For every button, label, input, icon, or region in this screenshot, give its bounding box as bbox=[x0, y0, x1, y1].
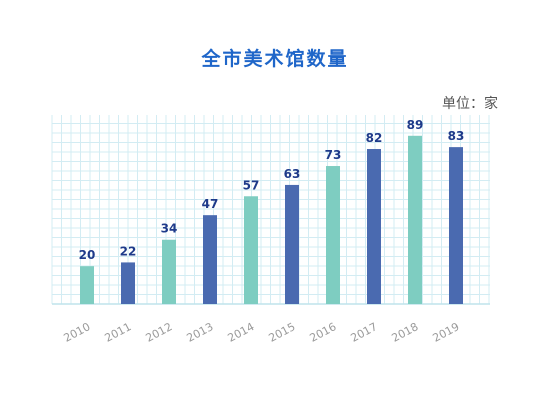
x-tick-label-2016: 2016 bbox=[308, 320, 339, 345]
value-label-2016: 73 bbox=[325, 148, 342, 162]
value-label-2018: 89 bbox=[407, 118, 424, 132]
x-tick-label-2013: 2013 bbox=[185, 320, 216, 345]
x-tick-label-2010: 2010 bbox=[62, 320, 93, 345]
bar-2017 bbox=[367, 149, 381, 304]
x-tick-label-2015: 2015 bbox=[267, 320, 298, 345]
value-label-2014: 57 bbox=[243, 178, 260, 192]
chart-x-ticks: 2010 2011 2012 2013 2014 2015 2016 2017 2018 2019 bbox=[62, 320, 462, 345]
bar-2013 bbox=[203, 215, 217, 304]
x-tick-label-2011: 2011 bbox=[103, 320, 134, 345]
value-label-2017: 82 bbox=[366, 131, 383, 145]
bar-2016 bbox=[326, 166, 340, 304]
value-label-2015: 63 bbox=[284, 167, 301, 181]
chart-bars bbox=[80, 135, 463, 304]
bar-2019 bbox=[449, 147, 463, 304]
chart-grid bbox=[51, 115, 490, 305]
x-tick-label-2017: 2017 bbox=[349, 320, 380, 345]
x-tick-label-2018: 2018 bbox=[390, 320, 421, 345]
chart-title: 全市美术馆数量 bbox=[201, 48, 349, 70]
unit-label: 单位：家 bbox=[442, 96, 498, 112]
value-label-2011: 22 bbox=[120, 244, 137, 258]
bar-2010 bbox=[80, 266, 94, 304]
x-tick-label-2014: 2014 bbox=[226, 320, 257, 345]
x-tick-label-2019: 2019 bbox=[431, 320, 462, 345]
bar-2014 bbox=[244, 196, 258, 304]
value-label-2019: 83 bbox=[448, 129, 465, 143]
value-label-2012: 34 bbox=[161, 222, 178, 236]
bar-2018 bbox=[408, 135, 422, 304]
bar-2011 bbox=[121, 262, 135, 304]
x-tick-label-2012: 2012 bbox=[144, 320, 175, 345]
value-label-2013: 47 bbox=[202, 197, 219, 211]
bar-2012 bbox=[162, 239, 176, 304]
chart-value-labels: 20 22 34 47 57 63 73 82 89 83 bbox=[79, 118, 465, 262]
bar-2015 bbox=[285, 184, 299, 304]
value-label-2010: 20 bbox=[79, 248, 96, 262]
